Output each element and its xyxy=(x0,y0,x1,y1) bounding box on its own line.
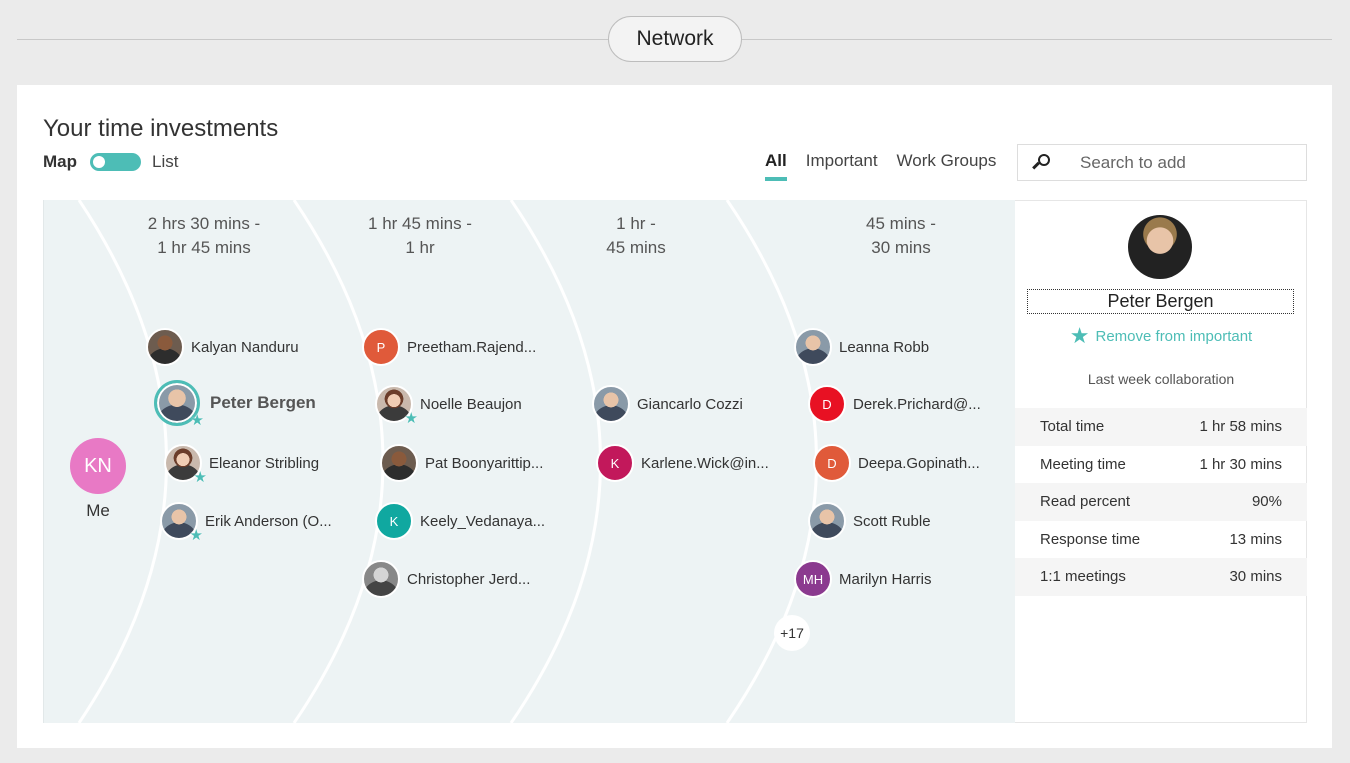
person-name: Derek.Prichard@... xyxy=(853,395,981,413)
avatar: ★ xyxy=(164,444,207,485)
person-name: Pat Boonyarittip... xyxy=(425,454,544,472)
avatar xyxy=(380,444,418,482)
person-keely[interactable]: K Keely_Vedanaya... xyxy=(375,502,545,540)
page-title: Your time investments xyxy=(43,115,279,142)
avatar: D xyxy=(808,385,846,423)
avatar xyxy=(808,502,846,540)
collaboration-heading: Last week collaboration xyxy=(1087,371,1235,387)
search-box xyxy=(1017,144,1307,181)
person-giancarlo[interactable]: Giancarlo Cozzi xyxy=(592,385,743,423)
stat-row: Meeting time 1 hr 30 mins xyxy=(1040,455,1282,473)
toggle-knob xyxy=(93,156,105,168)
person-name: Scott Ruble xyxy=(853,512,931,530)
avatar: P xyxy=(362,328,400,366)
avatar xyxy=(362,560,400,598)
stat-row: 1:1 meetings 30 mins xyxy=(1015,558,1307,596)
person-name: Keely_Vedanaya... xyxy=(420,512,546,530)
person-name: Karlene.Wick@in... xyxy=(641,454,769,472)
person-marilyn[interactable]: MH Marilyn Harris xyxy=(794,560,932,598)
map-list-toggle[interactable] xyxy=(90,153,141,171)
me-node[interactable]: KN Me xyxy=(70,438,126,521)
collaboration-stats: Total time 1 hr 58 mins Meeting time 1 hr … xyxy=(1015,408,1307,596)
avatar: ★ xyxy=(154,380,204,428)
person-name: Preetham.Rajend... xyxy=(407,338,537,356)
person-erik[interactable]: ★ Erik Anderson (O... xyxy=(160,502,332,543)
person-name: Noelle Beaujon xyxy=(420,395,522,413)
list-view-label[interactable]: List xyxy=(152,152,179,171)
star-icon: ★ xyxy=(1069,323,1090,348)
star-icon: ★ xyxy=(190,412,204,429)
star-icon: ★ xyxy=(193,469,207,486)
avatar: ★ xyxy=(375,385,418,426)
person-name: Eleanor Stribling xyxy=(209,454,320,472)
person-name: Christopher Jerd... xyxy=(407,570,531,588)
person-preetham[interactable]: P Preetham.Rajend... xyxy=(362,328,536,366)
person-kalyan[interactable]: Kalyan Nanduru xyxy=(146,328,299,366)
avatar xyxy=(592,385,630,423)
person-detail-panel: Peter Bergen ★ Remove from important Last… xyxy=(1015,200,1307,723)
star-icon: ★ xyxy=(404,410,418,427)
stat-row: Read percent 90% xyxy=(1015,483,1307,521)
band-label-1: 2 hrs 30 mins -1 hr 45 mins xyxy=(147,214,261,257)
stat-row: Total time 1 hr 58 mins xyxy=(1015,408,1307,446)
person-eleanor[interactable]: ★ Eleanor Stribling xyxy=(164,444,320,485)
me-label: Me xyxy=(86,501,110,520)
person-noelle[interactable]: ★ Noelle Beaujon xyxy=(375,385,522,426)
person-name: Deepa.Gopinath... xyxy=(858,454,980,472)
person-scott[interactable]: Scott Ruble xyxy=(808,502,931,540)
tab-work-groups[interactable]: Work Groups xyxy=(896,151,997,170)
person-deepa[interactable]: D Deepa.Gopinath... xyxy=(813,444,980,482)
more-people-button[interactable]: +17 xyxy=(774,615,810,651)
network-title-pill[interactable]: Network xyxy=(608,16,742,62)
remove-from-important-link[interactable]: ★ Remove from important xyxy=(1069,323,1253,348)
avatar xyxy=(146,328,184,366)
person-name: Erik Anderson (O... xyxy=(205,512,332,530)
person-name: Marilyn Harris xyxy=(839,570,932,588)
person-peter[interactable]: ★ Peter Bergen xyxy=(154,380,316,428)
person-derek[interactable]: D Derek.Prichard@... xyxy=(808,385,981,423)
avatar: ★ xyxy=(160,502,203,543)
avatar: D xyxy=(813,444,851,482)
filter-tabs: All Important Work Groups xyxy=(765,151,1015,181)
person-name: Kalyan Nanduru xyxy=(191,338,299,356)
person-name: Leanna Robb xyxy=(839,338,930,356)
band-label-4: 45 mins -30 mins xyxy=(866,214,936,257)
person-leanna[interactable]: Leanna Robb xyxy=(794,328,929,366)
detail-avatar xyxy=(1128,215,1192,279)
tab-important[interactable]: Important xyxy=(805,151,878,170)
person-christopher[interactable]: Christopher Jerd... xyxy=(362,560,530,598)
avatar: K xyxy=(375,502,413,540)
person-name: Giancarlo Cozzi xyxy=(637,395,743,413)
map-view-label[interactable]: Map xyxy=(43,152,77,171)
avatar: K xyxy=(596,444,634,482)
me-avatar[interactable]: KN xyxy=(70,438,126,494)
stat-row: Response time 13 mins xyxy=(1040,530,1282,548)
avatar: MH xyxy=(794,560,832,598)
person-name: Peter Bergen xyxy=(210,393,316,412)
view-toggle-row: Map List xyxy=(43,151,178,173)
band-label-3: 1 hr -45 mins xyxy=(606,214,666,257)
network-map: 2 hrs 30 mins -1 hr 45 mins 1 hr 45 mins… xyxy=(43,200,1015,723)
search-icon[interactable] xyxy=(1032,153,1050,172)
tab-all[interactable]: All xyxy=(765,151,787,181)
person-pat[interactable]: Pat Boonyarittip... xyxy=(380,444,543,482)
star-icon: ★ xyxy=(189,527,203,544)
search-input[interactable] xyxy=(1080,152,1280,173)
band-label-2: 1 hr 45 mins -1 hr xyxy=(368,214,472,257)
person-karlene[interactable]: K Karlene.Wick@in... xyxy=(596,444,769,482)
detail-name[interactable]: Peter Bergen xyxy=(1027,289,1294,314)
avatar xyxy=(794,328,832,366)
